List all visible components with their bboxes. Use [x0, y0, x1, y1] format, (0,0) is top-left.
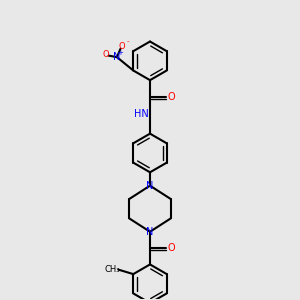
- Text: HN: HN: [134, 109, 149, 119]
- Text: CH₃: CH₃: [104, 265, 120, 274]
- Text: O: O: [168, 92, 176, 101]
- Text: O: O: [102, 50, 109, 59]
- Text: N: N: [146, 181, 154, 191]
- Text: -: -: [126, 38, 129, 44]
- Text: N: N: [113, 52, 121, 62]
- Text: O: O: [168, 243, 176, 253]
- Text: N: N: [146, 227, 154, 237]
- Text: O: O: [119, 42, 126, 51]
- Text: +: +: [118, 50, 123, 56]
